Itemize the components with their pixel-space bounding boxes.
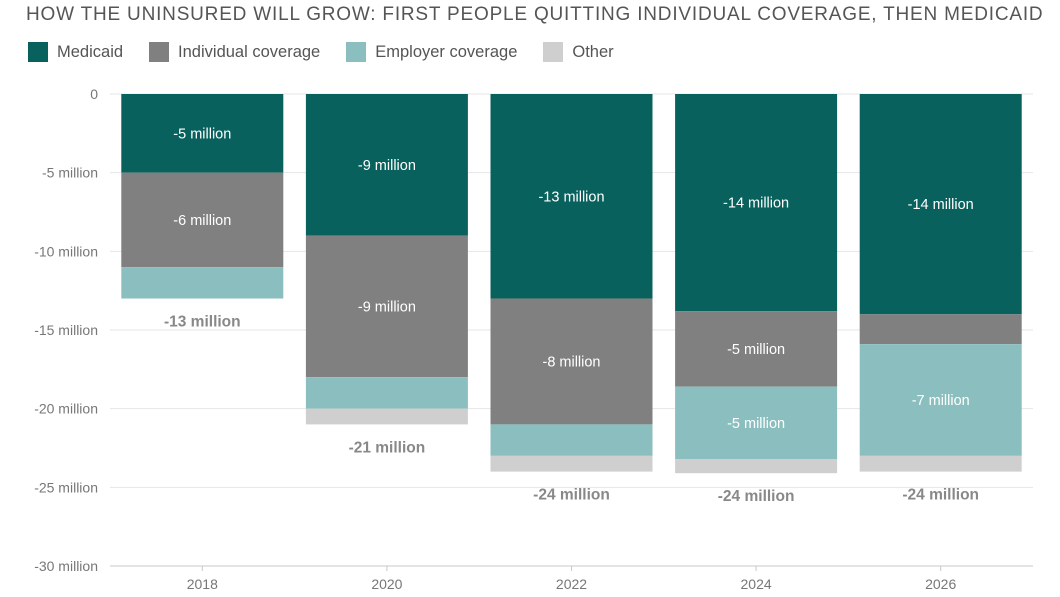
bar-segment-medicaid xyxy=(490,94,653,299)
bar-segment-other xyxy=(859,455,1022,472)
x-tick-label: 2020 xyxy=(371,576,402,592)
legend-item-employer-coverage: Employer coverage xyxy=(346,42,517,62)
segment-label: -8 million xyxy=(542,354,600,370)
segment-label: -5 million xyxy=(727,342,785,358)
x-tick-label: 2018 xyxy=(187,576,218,592)
bar-segment-individual-coverage xyxy=(121,172,284,268)
total-label: -24 million xyxy=(718,488,795,505)
total-label: -24 million xyxy=(533,487,610,504)
legend-swatch-medicaid xyxy=(28,42,48,62)
segment-labels: -5 million -6 million -9 million -9 million… xyxy=(173,126,973,431)
x-tick-label: 2026 xyxy=(925,576,956,592)
legend-label-employer-coverage: Employer coverage xyxy=(375,42,518,61)
bar-segment-other xyxy=(490,455,653,472)
legend-swatch-other xyxy=(543,42,564,62)
y-tick-label: -30 million xyxy=(34,558,98,574)
total-label: -13 million xyxy=(164,314,241,331)
total-label: -21 million xyxy=(349,439,426,456)
bar-segment-employer-coverage xyxy=(490,424,653,456)
bar-segment-individual-coverage xyxy=(490,298,653,425)
y-tick-label: -25 million xyxy=(34,479,98,495)
segment-label: -5 million xyxy=(727,416,785,432)
bar-segment-individual-coverage xyxy=(675,311,838,387)
bar-segment-medicaid xyxy=(675,94,838,312)
bar-segment-employer-coverage xyxy=(675,386,838,460)
bar-segment-employer-coverage xyxy=(859,344,1022,456)
bar-segment-medicaid xyxy=(859,94,1022,315)
y-tick-label: 0 xyxy=(90,86,98,102)
legend-label-other: Other xyxy=(572,42,614,61)
legend-swatch-individual-coverage xyxy=(149,42,170,62)
y-tick-label: -15 million xyxy=(34,322,98,338)
legend: Medicaid Individual coverage Employer co… xyxy=(28,42,640,62)
segment-label: -6 million xyxy=(173,213,231,229)
legend-label-individual-coverage: Individual coverage xyxy=(178,42,321,61)
legend-label-medicaid: Medicaid xyxy=(57,42,124,61)
bars xyxy=(121,94,1022,474)
y-axis: 0 -5 million -10 million -15 million -20 mil… xyxy=(34,86,98,574)
segment-label: -9 million xyxy=(358,299,416,315)
chart-title: HOW THE UNINSURED WILL GROW: FIRST PEOPL… xyxy=(26,4,1044,25)
x-tick-label: 2022 xyxy=(556,576,587,592)
x-tick-label: 2024 xyxy=(741,576,772,592)
bar-segment-individual-coverage xyxy=(859,314,1022,345)
legend-item-medicaid: Medicaid xyxy=(28,42,123,62)
bar-segment-other xyxy=(305,408,468,425)
x-axis: 2018 2020 2022 2024 2026 xyxy=(110,565,1033,592)
bar-segment-employer-coverage xyxy=(305,377,468,409)
y-tick-label: -10 million xyxy=(34,243,98,259)
segment-label: -14 million xyxy=(908,197,974,213)
total-labels: -13 million -21 million -24 million -24 mil… xyxy=(164,314,979,506)
segment-label: -13 million xyxy=(538,189,604,205)
legend-swatch-employer-coverage xyxy=(346,42,367,62)
bar-segment-medicaid xyxy=(305,94,468,236)
segment-label: -5 million xyxy=(173,126,231,142)
segment-label: -9 million xyxy=(358,158,416,174)
bar-segment-other xyxy=(675,459,838,474)
legend-item-individual-coverage: Individual coverage xyxy=(149,42,320,62)
y-tick-label: -20 million xyxy=(34,401,98,417)
bar-segment-individual-coverage xyxy=(305,235,468,378)
bar-segment-medicaid xyxy=(121,94,284,173)
segment-label: -7 million xyxy=(912,393,970,409)
legend-item-other: Other xyxy=(543,42,614,62)
y-tick-label: -5 million xyxy=(42,165,98,181)
segment-label: -14 million xyxy=(723,196,789,212)
total-label: -24 million xyxy=(902,487,979,504)
bar-segment-employer-coverage xyxy=(121,267,284,299)
